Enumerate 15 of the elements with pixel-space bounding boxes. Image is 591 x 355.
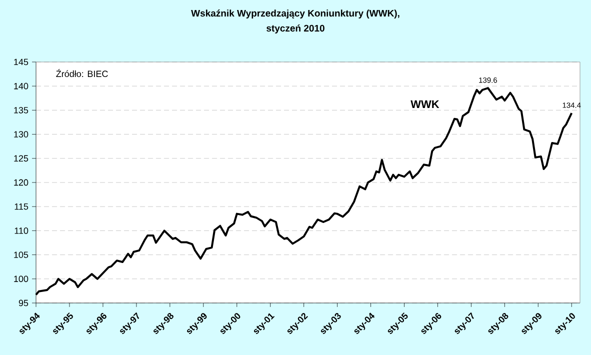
y-tick-label: 115 (14, 203, 28, 210)
y-tick-label: 145 (14, 58, 28, 66)
y-tick-label: 95 (18, 300, 28, 306)
y-tick-label: 130 (14, 131, 28, 138)
y-tick-label: 135 (14, 107, 28, 114)
y-tick-label: 105 (14, 252, 28, 258)
y-tick-label: 120 (14, 179, 28, 186)
y-tick-label: 140 (14, 82, 28, 90)
chart-title: Wskaźnik Wyprzedzający Koniunktury (WWK), (191, 10, 400, 18)
y-tick-label: 110 (14, 227, 28, 234)
y-tick-label: 125 (14, 155, 28, 162)
y-tick-label: 100 (14, 276, 28, 282)
series-label: WWK (410, 100, 440, 108)
annotation: Źródło: BIEC (56, 69, 108, 78)
chart-subtitle: styczeń 2010 (266, 24, 324, 34)
